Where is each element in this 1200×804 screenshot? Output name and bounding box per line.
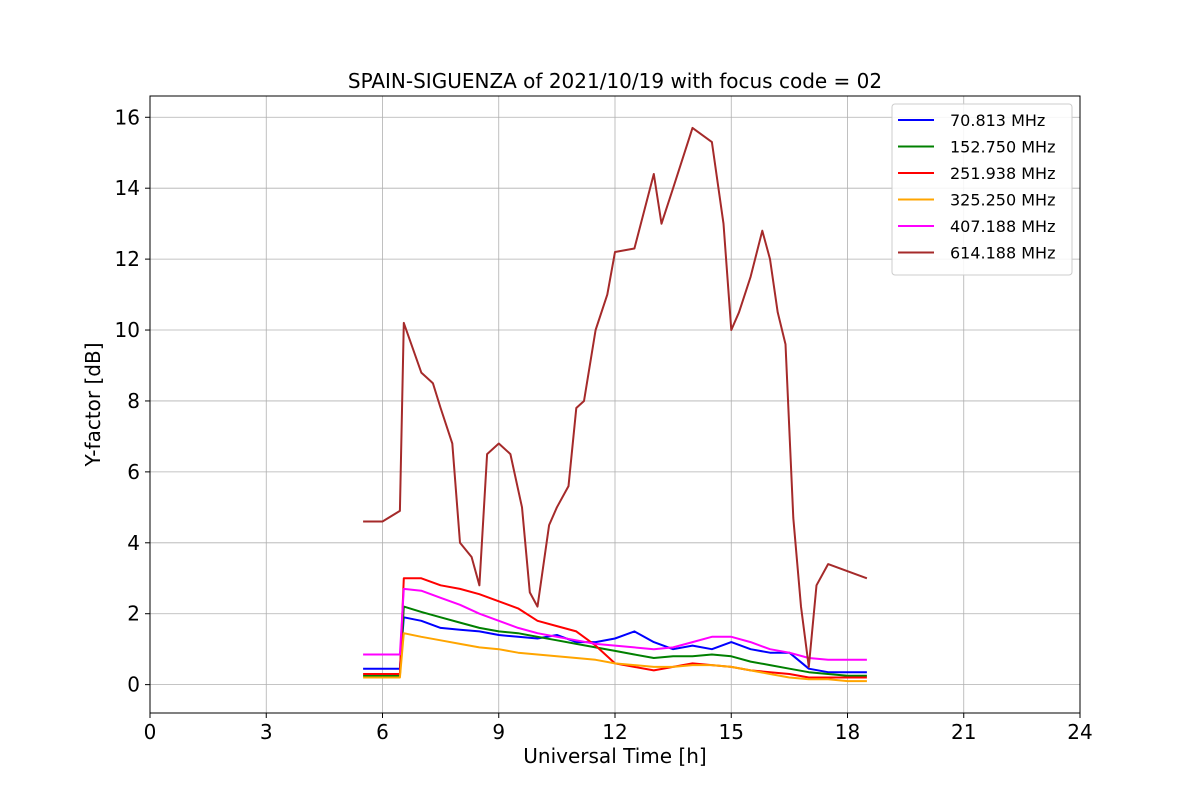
x-axis-ticks: 0 3 6 9 12 15 18 21 24: [144, 713, 1093, 744]
legend: 70.813 MHz 152.750 MHz 251.938 MHz 325.250 …: [891, 103, 1073, 276]
y-tick-label: 6: [127, 460, 140, 484]
series-line: [363, 632, 867, 683]
y-tick-label: 2: [127, 602, 140, 626]
x-tick-label: 6: [376, 720, 389, 744]
x-tick-label: 18: [835, 720, 860, 744]
y-tick-label: 10: [115, 318, 140, 342]
series-line: [363, 126, 868, 668]
y-tick-label: 8: [127, 389, 140, 413]
legend-label: 614.188 MHz: [950, 244, 1055, 263]
series-line: [363, 577, 867, 679]
y-axis-label: Y-factor [dB]: [81, 342, 105, 467]
x-axis-label: Universal Time [h]: [523, 744, 706, 768]
series-lines: [363, 126, 868, 683]
x-tick-label: 24: [1067, 720, 1092, 744]
x-tick-label: 21: [951, 720, 976, 744]
x-tick-label: 9: [492, 720, 505, 744]
y-axis-ticks: 0 2 4 6 8 10 12 14 16: [115, 105, 150, 697]
series-line: [363, 587, 867, 661]
x-tick-label: 12: [602, 720, 627, 744]
chart-title: SPAIN-SIGUENZA of 2021/10/19 with focus …: [348, 69, 882, 93]
y-tick-label: 4: [127, 531, 140, 555]
y-tick-label: 12: [115, 247, 140, 271]
series-line: [363, 605, 867, 677]
x-tick-label: 15: [719, 720, 744, 744]
legend-label: 70.813 MHz: [950, 111, 1045, 130]
x-tick-label: 0: [144, 720, 157, 744]
legend-label: 407.188 MHz: [950, 217, 1055, 236]
y-tick-label: 14: [115, 176, 140, 200]
y-tick-label: 16: [115, 105, 140, 129]
y-tick-label: 0: [127, 673, 140, 697]
x-tick-label: 3: [260, 720, 273, 744]
legend-box: [891, 103, 1073, 276]
series-line: [363, 616, 867, 674]
legend-label: 325.250 MHz: [950, 191, 1055, 210]
grid: [149, 96, 1081, 713]
legend-label: 152.750 MHz: [950, 138, 1055, 157]
legend-label: 251.938 MHz: [950, 164, 1055, 183]
